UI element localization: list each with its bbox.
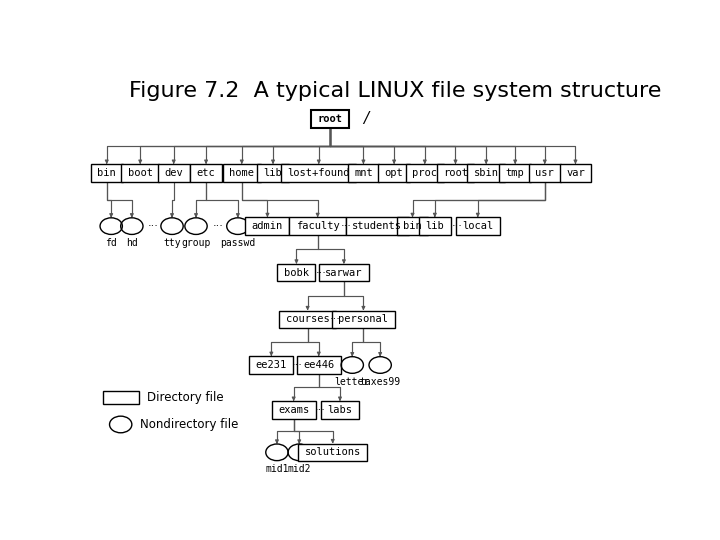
Text: hd: hd xyxy=(126,238,138,248)
Bar xyxy=(321,401,359,418)
Text: faculty: faculty xyxy=(296,221,340,231)
Bar xyxy=(271,401,315,418)
Bar xyxy=(190,164,222,181)
Bar xyxy=(456,218,500,235)
Bar xyxy=(222,164,261,181)
Text: ee446: ee446 xyxy=(303,360,334,370)
Text: lib: lib xyxy=(426,221,444,231)
Text: ee231: ee231 xyxy=(256,360,287,370)
Text: bin: bin xyxy=(403,221,422,231)
Text: root: root xyxy=(443,168,468,178)
Bar xyxy=(346,218,409,235)
Bar xyxy=(121,164,159,181)
Text: mid2: mid2 xyxy=(287,464,311,474)
Bar xyxy=(332,310,395,328)
Text: ···: ··· xyxy=(330,314,341,324)
Bar xyxy=(499,164,531,181)
Text: letter: letter xyxy=(335,377,370,387)
Text: opt: opt xyxy=(384,168,403,178)
Bar xyxy=(419,218,451,235)
Text: ···: ··· xyxy=(148,221,158,231)
Text: dev: dev xyxy=(164,168,183,178)
Text: usr: usr xyxy=(536,168,554,178)
Bar xyxy=(91,164,122,181)
Bar xyxy=(158,164,189,181)
Text: passwd: passwd xyxy=(220,238,256,248)
Text: exams: exams xyxy=(278,405,310,415)
Text: ···: ··· xyxy=(341,221,352,231)
Text: ···: ··· xyxy=(451,221,463,231)
Text: personal: personal xyxy=(338,314,388,324)
Text: labs: labs xyxy=(328,405,353,415)
Bar xyxy=(529,164,561,181)
Bar xyxy=(257,164,289,181)
Text: boot: boot xyxy=(127,168,153,178)
Text: home: home xyxy=(229,168,254,178)
Text: courses: courses xyxy=(286,314,330,324)
Text: ···: ··· xyxy=(213,221,224,231)
Text: ···: ··· xyxy=(316,268,327,278)
Text: lib: lib xyxy=(264,168,282,178)
Text: Nondirectory file: Nondirectory file xyxy=(140,418,238,431)
Text: mid1: mid1 xyxy=(265,464,289,474)
Text: students: students xyxy=(352,221,402,231)
Text: proc: proc xyxy=(413,168,437,178)
Bar xyxy=(249,356,293,374)
Bar xyxy=(378,164,410,181)
Text: taxes99: taxes99 xyxy=(359,377,401,387)
Bar xyxy=(406,164,444,181)
Text: sbin: sbin xyxy=(474,168,499,178)
Bar xyxy=(277,264,315,281)
Text: ···: ··· xyxy=(292,360,303,370)
Text: ···: ··· xyxy=(315,405,326,415)
Text: etc: etc xyxy=(197,168,215,178)
Text: tmp: tmp xyxy=(506,168,525,178)
Text: Directory file: Directory file xyxy=(147,391,223,404)
Text: lost+found: lost+found xyxy=(287,168,350,178)
Text: sarwar: sarwar xyxy=(325,268,363,278)
Bar xyxy=(311,110,349,127)
Bar xyxy=(397,218,428,235)
Text: tty: tty xyxy=(163,238,181,248)
Text: mnt: mnt xyxy=(354,168,373,178)
Bar xyxy=(319,264,369,281)
Bar xyxy=(298,443,367,461)
Text: Figure 7.2  A typical LINUX file system structure: Figure 7.2 A typical LINUX file system s… xyxy=(129,82,662,102)
Bar xyxy=(348,164,379,181)
Bar xyxy=(297,356,341,374)
Bar xyxy=(246,218,289,235)
Bar xyxy=(103,391,138,404)
Bar xyxy=(289,218,346,235)
Text: /: / xyxy=(364,111,369,126)
Text: var: var xyxy=(566,168,585,178)
Bar xyxy=(282,164,356,181)
Text: fd: fd xyxy=(105,238,117,248)
Text: admin: admin xyxy=(252,221,283,231)
Text: solutions: solutions xyxy=(305,447,361,457)
Text: bobk: bobk xyxy=(284,268,309,278)
Bar xyxy=(559,164,591,181)
Text: local: local xyxy=(462,221,493,231)
Bar xyxy=(436,164,474,181)
Text: bin: bin xyxy=(97,168,116,178)
Bar xyxy=(279,310,336,328)
Text: group: group xyxy=(181,238,211,248)
Text: root: root xyxy=(318,114,343,124)
Bar xyxy=(467,164,505,181)
